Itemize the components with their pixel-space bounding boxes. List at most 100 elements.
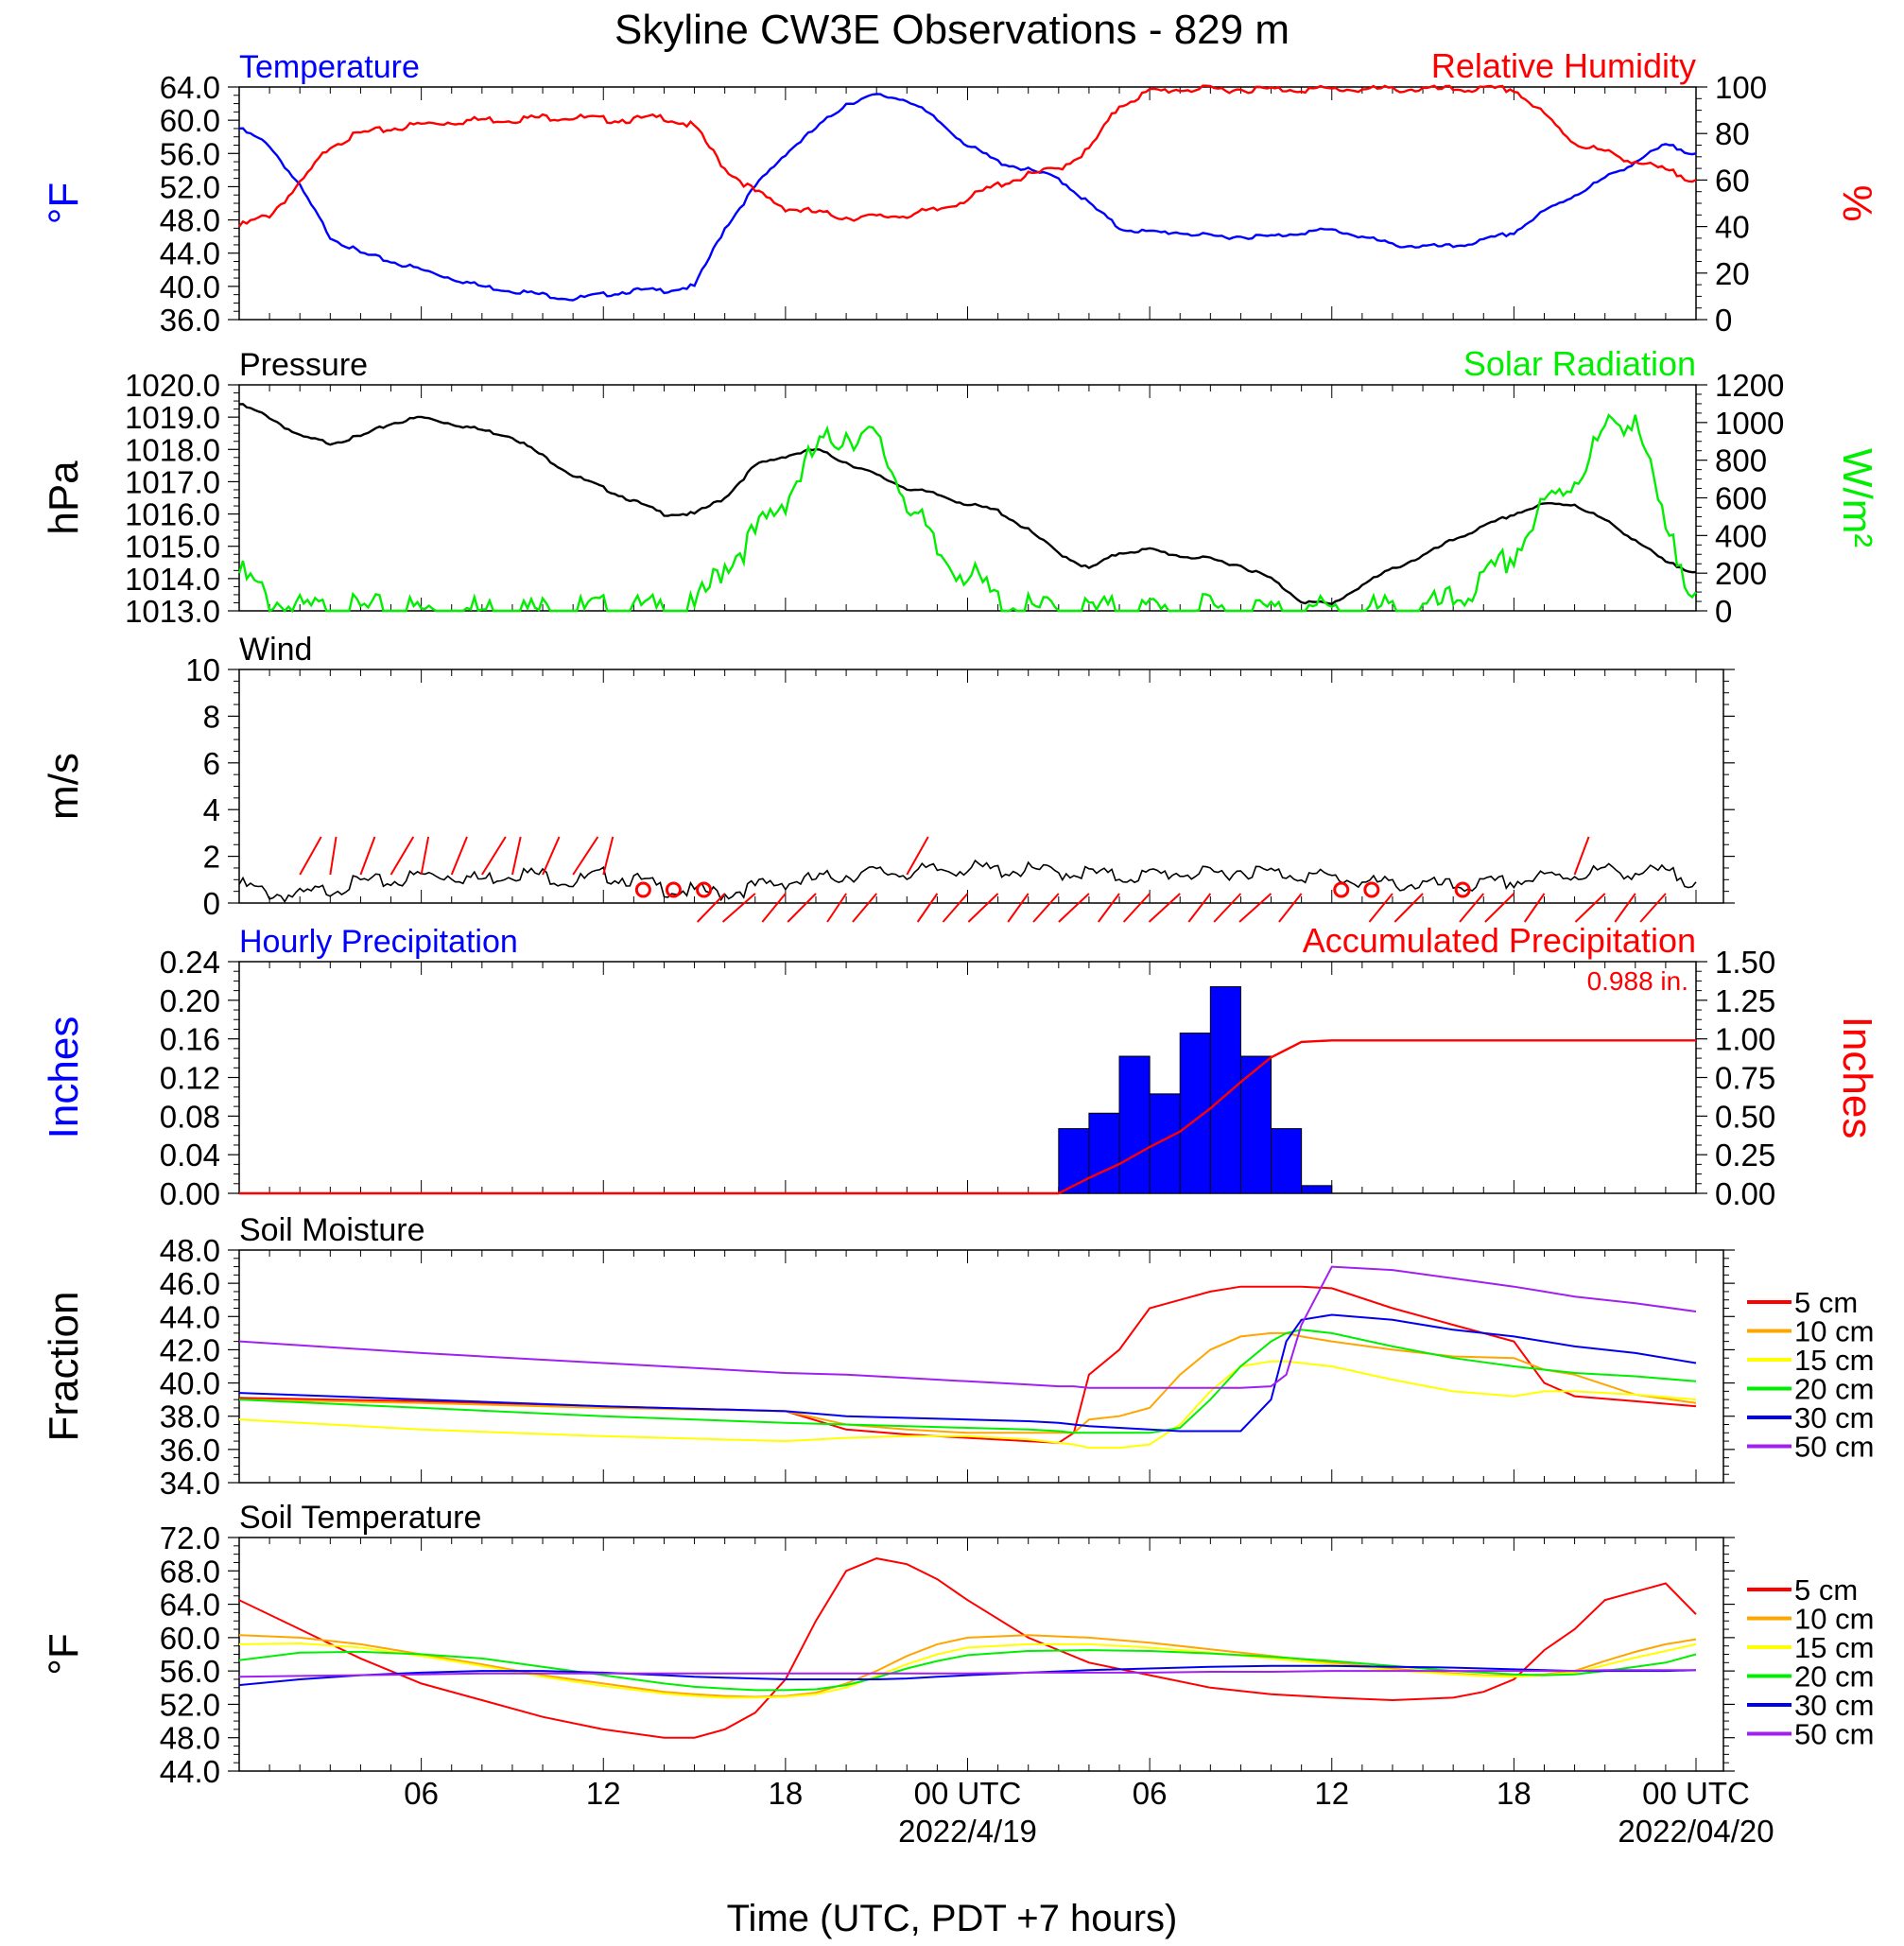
wind-barb xyxy=(511,836,522,876)
panel-frame xyxy=(238,669,1724,904)
y-tick-label: 34.0 xyxy=(160,1466,220,1501)
hourly-precip-bar xyxy=(1058,1128,1090,1194)
legend-label: 10 cm xyxy=(1794,1315,1874,1348)
y-tick-label: 0.08 xyxy=(160,1099,220,1134)
y-tick-label: 1013.0 xyxy=(125,594,220,629)
wind-barb xyxy=(1238,893,1272,923)
wind-barb xyxy=(1122,893,1151,923)
wind-barb xyxy=(329,836,338,876)
panel-title-left: Soil Moisture xyxy=(239,1212,425,1248)
wind-barb xyxy=(787,893,817,923)
chart-title: Skyline CW3E Observations - 829 m xyxy=(614,7,1290,53)
series-line-pressure xyxy=(238,403,1697,605)
y-tick-label: 44.0 xyxy=(160,236,220,271)
wind-barb xyxy=(1097,893,1120,923)
wind-barb xyxy=(1639,893,1667,923)
y-tick-label: 56.0 xyxy=(160,1654,220,1689)
wind-barb xyxy=(761,893,787,923)
hourly-precip-bar xyxy=(1209,986,1241,1194)
wind-barb xyxy=(942,893,969,923)
legend-label: 15 cm xyxy=(1794,1344,1874,1377)
y-right-tick-label: 0.25 xyxy=(1715,1138,1775,1173)
calm-wind-marker xyxy=(634,881,651,898)
wind-barb xyxy=(1213,893,1242,923)
hourly-precip-bar xyxy=(1088,1112,1120,1194)
y-right-tick-label: 1200 xyxy=(1715,368,1784,403)
legend-label: 50 cm xyxy=(1794,1718,1874,1751)
accum-total-label: 0.988 in. xyxy=(1587,966,1688,996)
x-tick-label: 12 xyxy=(586,1776,621,1811)
legend-label: 15 cm xyxy=(1794,1631,1874,1664)
y-tick-label: 40.0 xyxy=(160,1366,220,1401)
y-tick-label: 1015.0 xyxy=(125,530,220,565)
wind-barb xyxy=(696,893,726,923)
panel-title-left: Pressure xyxy=(239,347,368,383)
x-tick-label: 18 xyxy=(1497,1776,1532,1811)
wind-barb xyxy=(450,836,468,876)
y-right-tick-label: 0.75 xyxy=(1715,1061,1775,1096)
y-tick-label: 52.0 xyxy=(160,169,220,204)
wind-barb xyxy=(826,893,847,923)
x-tick-label: 00 UTC xyxy=(1642,1776,1750,1811)
series-line-50-cm xyxy=(238,1669,1696,1678)
y-tick-label: 36.0 xyxy=(160,303,220,338)
y-tick-label: 44.0 xyxy=(160,1299,220,1334)
y-tick-label: 52.0 xyxy=(160,1687,220,1722)
wind-barb xyxy=(916,893,939,923)
wind-barb xyxy=(1459,893,1485,923)
y-axis-label-right: % xyxy=(1834,184,1880,221)
series-line-30-cm xyxy=(238,1664,1697,1687)
series-line-15-cm xyxy=(238,1642,1697,1699)
y-tick-label: 0 xyxy=(203,886,220,921)
series-line-30-cm xyxy=(238,1313,1697,1433)
y-right-tick-label: 1.00 xyxy=(1715,1022,1775,1057)
wind-barb xyxy=(1187,893,1212,923)
y-tick-label: 0.20 xyxy=(160,983,220,1018)
y-tick-label: 46.0 xyxy=(160,1266,220,1301)
y-tick-label: 60.0 xyxy=(160,1621,220,1656)
wind-barb xyxy=(359,836,376,876)
panel-frame xyxy=(238,961,1697,1194)
hourly-precip-bar xyxy=(1118,1055,1151,1194)
legend-label: 5 cm xyxy=(1794,1573,1858,1607)
panel-title-left: Hourly Precipitation xyxy=(239,924,518,960)
panel-temp_rh: 36.040.044.048.052.056.060.064.0 0 20 40 60 8… xyxy=(41,46,1880,338)
series-line-solar-radiation xyxy=(237,412,1697,614)
y-tick-label: 64.0 xyxy=(160,70,220,105)
panel-wind: 0 2 4 6 8 10 Wind m/s xyxy=(41,632,1735,923)
wind-barb xyxy=(480,836,507,876)
y-right-tick-label: 1.25 xyxy=(1715,983,1775,1018)
hourly-precip-bar xyxy=(1301,1185,1333,1194)
wind-barb xyxy=(967,893,999,923)
panel-title-right: Accumulated Precipitation xyxy=(1303,921,1696,960)
wind-barb xyxy=(420,836,430,876)
wind-barb xyxy=(1484,893,1515,923)
panel-soil_moisture: 34.036.038.040.042.044.046.048.0 Soil Moi… xyxy=(41,1212,1874,1501)
y-tick-label: 68.0 xyxy=(160,1554,220,1589)
series-line-5-cm xyxy=(238,1557,1697,1739)
wind-barb xyxy=(1058,893,1090,923)
y-tick-label: 4 xyxy=(203,792,220,827)
panel-frame xyxy=(238,384,1697,612)
panel-pressure_solar: 1013.01014.01015.01016.01017.01018.01019… xyxy=(41,344,1880,629)
series-line-20-cm xyxy=(238,1329,1697,1434)
legend-label: 20 cm xyxy=(1794,1373,1874,1406)
y-tick-label: 48.0 xyxy=(160,1233,220,1268)
y-tick-label: 38.0 xyxy=(160,1399,220,1434)
y-tick-label: 1016.0 xyxy=(125,497,220,532)
y-tick-label: 1014.0 xyxy=(125,562,220,597)
y-right-tick-label: 1.50 xyxy=(1715,945,1775,980)
y-tick-label: 2 xyxy=(203,840,220,875)
series-line-10-cm xyxy=(238,1634,1697,1698)
y-right-tick-label: 80 xyxy=(1715,116,1750,151)
y-tick-label: 1018.0 xyxy=(125,432,220,467)
series-line-accumulated-precipitation xyxy=(239,1039,1696,1195)
wind-barb xyxy=(1614,893,1636,923)
wind-barb xyxy=(542,836,561,876)
y-right-tick-label: 0.00 xyxy=(1715,1176,1775,1211)
y-right-tick-label: 40 xyxy=(1715,210,1750,245)
y-right-tick-label: 0.50 xyxy=(1715,1099,1775,1134)
x-tick-date-label: 2022/4/19 xyxy=(898,1814,1037,1849)
y-tick-label: 48.0 xyxy=(160,1721,220,1756)
